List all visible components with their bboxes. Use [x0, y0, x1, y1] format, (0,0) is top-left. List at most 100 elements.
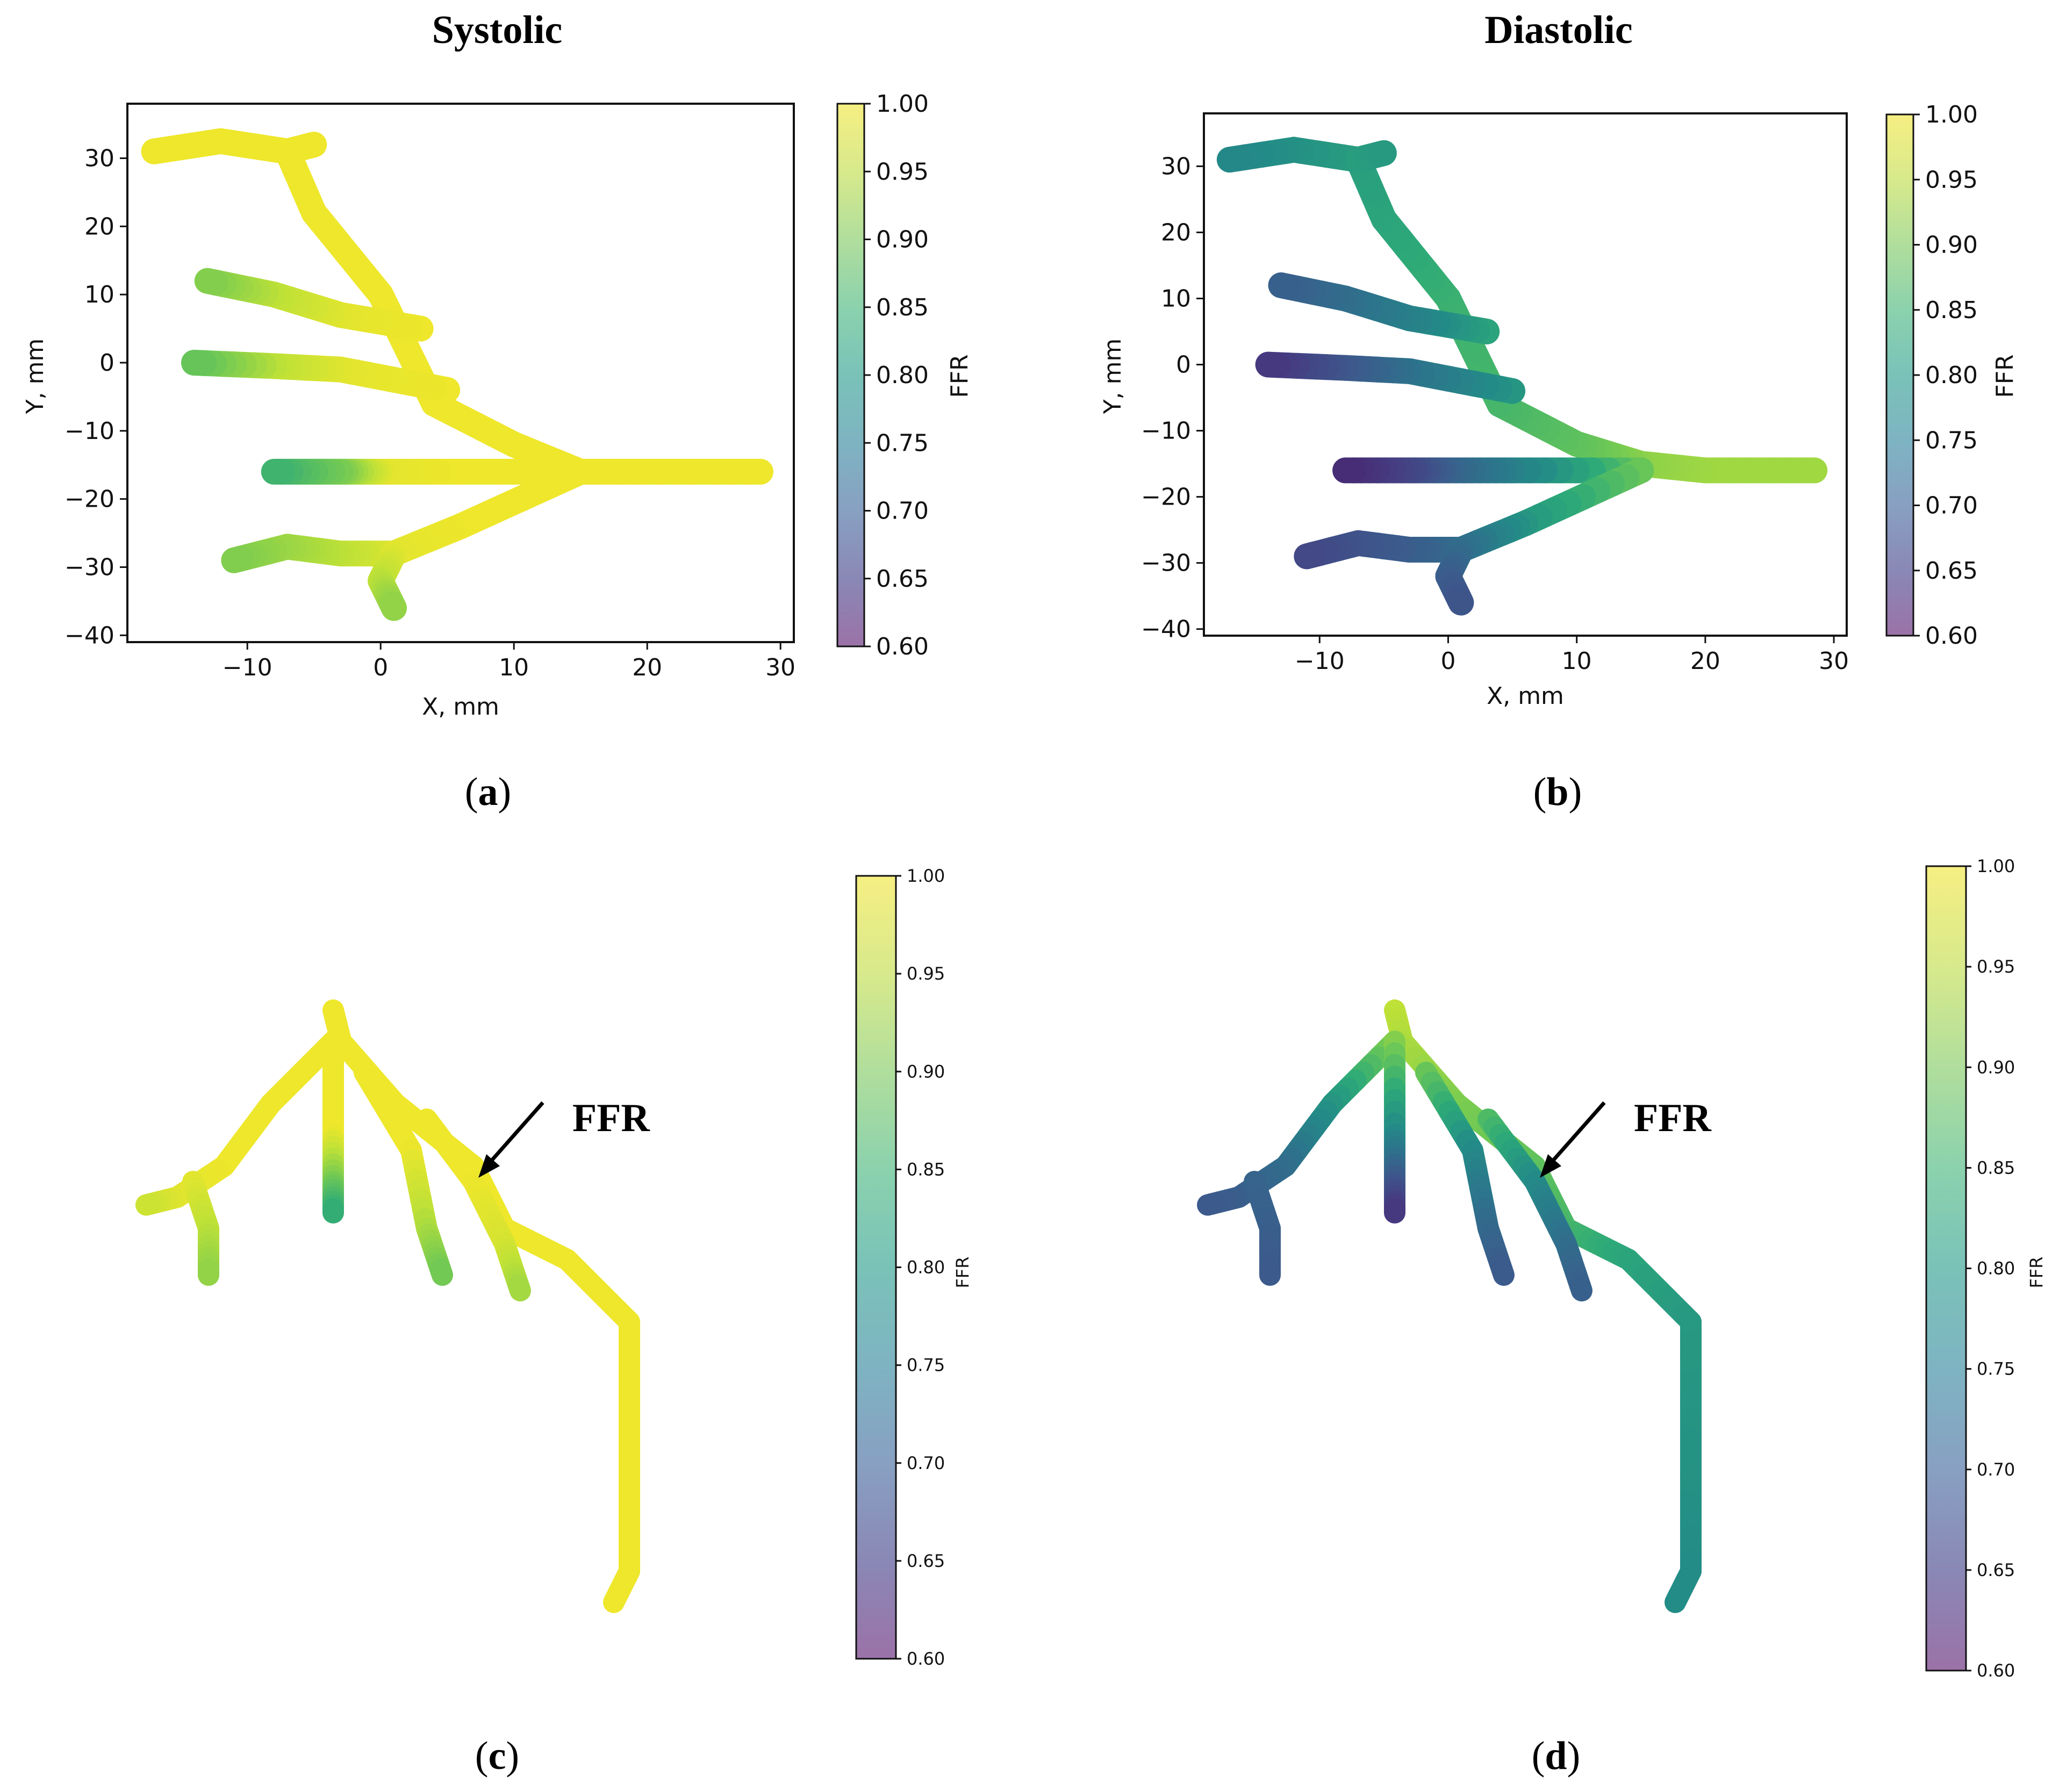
- vessel-segment: [379, 592, 407, 621]
- vessel-branch-1: [135, 1031, 344, 1216]
- colorbar-tick-label: 0.85: [876, 294, 929, 321]
- x-tick-label: 20: [632, 654, 662, 681]
- colorbar-tick-label: 0.75: [1977, 1359, 2015, 1379]
- panel-a-colorbar-ticks: 1.00 0.95 0.90 0.85 0.80 0.75 0.70 0.65 0.60: [864, 90, 929, 660]
- colorbar-tick-label: 1.00: [1925, 101, 1978, 128]
- vessel-branch-1a: [1244, 1171, 1281, 1286]
- y-tick-label: −40: [64, 622, 114, 649]
- vessel-segment: [603, 1587, 627, 1613]
- colorbar-tick-label: 0.95: [1977, 956, 2015, 977]
- vessel-segment: [194, 268, 229, 296]
- panel-c-annotation: FFR: [572, 1096, 650, 1140]
- colorbar-tick-label: 0.60: [876, 633, 929, 660]
- colorbar-tick-label: 0.65: [1977, 1560, 2015, 1580]
- x-tick-label: 0: [373, 654, 388, 681]
- vessel-segment: [1268, 272, 1302, 300]
- colorbar-tick-label: 0.90: [907, 1061, 945, 1082]
- x-tick-label: 10: [499, 654, 529, 681]
- vessel-segment: [141, 137, 176, 164]
- y-tick-label: −20: [64, 486, 114, 513]
- panel-a-title: Systolic: [432, 8, 563, 52]
- vessel-top-right-stub: [274, 132, 327, 164]
- colorbar-tick-label: 0.70: [1977, 1459, 2015, 1480]
- vessel-upper-branch: [1268, 272, 1500, 345]
- colorbar-tick-label: 0.95: [1925, 166, 1978, 193]
- y-tick-label: 10: [1161, 285, 1191, 313]
- colorbar-tick-label: 0.90: [876, 226, 929, 254]
- colorbar-tick-label: 0.65: [876, 565, 929, 593]
- colorbar-tick-label: 0.95: [876, 158, 929, 185]
- vessel-middle-branch: [181, 349, 461, 403]
- colorbar-tick-label: 0.70: [876, 498, 929, 525]
- panel-a-label-letter: a: [478, 770, 498, 814]
- colorbar-tick-label: 0.65: [1925, 557, 1978, 585]
- x-tick-label: −10: [223, 654, 272, 681]
- vessel-segment: [1491, 1258, 1515, 1286]
- y-tick-label: −30: [1141, 550, 1191, 577]
- colorbar-tick-label: 0.75: [876, 429, 929, 457]
- colorbar-tick-label: 0.75: [907, 1355, 945, 1376]
- colorbar-tick-label: 0.80: [1925, 362, 1978, 389]
- panel-a-yticks: 30 20 10 0 −10 −20 −30 −40: [64, 145, 127, 649]
- vessel-top-right-stub: [1345, 140, 1397, 173]
- vessel-segment: [221, 545, 254, 573]
- x-tick-label: 30: [765, 654, 795, 681]
- vessel-top-branch: [1216, 136, 1372, 173]
- vessel-segment: [1216, 145, 1251, 173]
- panel-d-colorbar-label: FFR: [2026, 1256, 2047, 1288]
- colorbar-tick-label: 0.85: [1977, 1157, 2015, 1178]
- vessel-branch-3: [1415, 1062, 1515, 1286]
- panel-d-arrow-shaft: [1549, 1101, 1606, 1165]
- panel-c: FFR 1.00 0.95 0.90 0.85 0.80 0.75 0.70 0.65 0.60…: [135, 866, 973, 1778]
- panel-b-xticks: −10 0 10 20 30: [1295, 636, 1849, 675]
- panel-b-title: Diastolic: [1484, 8, 1632, 52]
- panel-b-label: (b): [1533, 770, 1582, 814]
- panel-c-colorbar-label: FFR: [952, 1256, 973, 1288]
- vessel-middle-branch: [1255, 351, 1526, 404]
- vessel-segment: [429, 1258, 453, 1286]
- panel-c-colorbar: [855, 875, 897, 1660]
- panel-a-colorbar: [836, 103, 865, 647]
- panel-b-yticks: 30 20 10 0 −10 −20 −30 −40: [1141, 153, 1204, 643]
- colorbar-tick-label: 0.70: [1925, 492, 1978, 520]
- panel-a-vessels: [141, 128, 773, 621]
- vessel-segment: [1665, 1587, 1688, 1613]
- colorbar-tick-label: 0.80: [876, 362, 929, 389]
- vessel-segment: [1446, 586, 1474, 616]
- panel-a-ylabel: Y, mm: [21, 339, 49, 415]
- panel-d-arrow-head: [1540, 1154, 1561, 1178]
- panel-c-arrow-shaft: [487, 1101, 544, 1165]
- vessel-segment: [1197, 1193, 1223, 1216]
- vessel-upper-branch: [194, 268, 434, 342]
- panel-d-label: (d): [1532, 1734, 1580, 1778]
- y-tick-label: −40: [1141, 616, 1191, 643]
- vessel-branch-1a: [182, 1171, 219, 1286]
- panel-d: FFR 1.00 0.95 0.90 0.85 0.80 0.75 0.70 0.65 0.60…: [1197, 856, 2047, 1778]
- x-tick-label: 20: [1690, 647, 1720, 675]
- panel-b-xlabel: X, mm: [1487, 682, 1564, 710]
- panel-a-colorbar-label: FFR: [946, 354, 973, 398]
- y-tick-label: 10: [84, 281, 114, 308]
- y-tick-label: 20: [84, 213, 114, 240]
- colorbar-tick-label: 0.60: [1977, 1660, 2015, 1681]
- y-tick-label: 0: [1176, 351, 1191, 379]
- x-tick-label: 0: [1440, 647, 1455, 675]
- panel-d-colorbar: [1925, 865, 1967, 1672]
- panel-a-label: (a): [465, 770, 511, 814]
- colorbar-tick-label: 1.00: [876, 90, 929, 118]
- panel-a-xlabel: X, mm: [422, 693, 499, 721]
- vessel-segment: [1569, 1274, 1592, 1301]
- colorbar-tick-label: 1.00: [907, 866, 945, 886]
- vessel-bottom-stub: [368, 541, 407, 621]
- colorbar-tick-label: 0.75: [1925, 427, 1978, 454]
- vessel-segment: [1367, 140, 1397, 167]
- y-tick-label: −30: [64, 553, 114, 581]
- vessel-branch-1: [1197, 1031, 1405, 1216]
- panel-c-vessels: [135, 999, 640, 1613]
- colorbar-tick-label: 0.60: [907, 1649, 945, 1669]
- panel-d-annotation: FFR: [1634, 1096, 1712, 1140]
- panel-b: −10 0 10 20 30 30 20 10 0 −10 −20 −30 −40 X, mm Y, …: [1099, 101, 2019, 814]
- colorbar-tick-label: 0.80: [907, 1257, 945, 1278]
- y-tick-label: 20: [1161, 219, 1191, 246]
